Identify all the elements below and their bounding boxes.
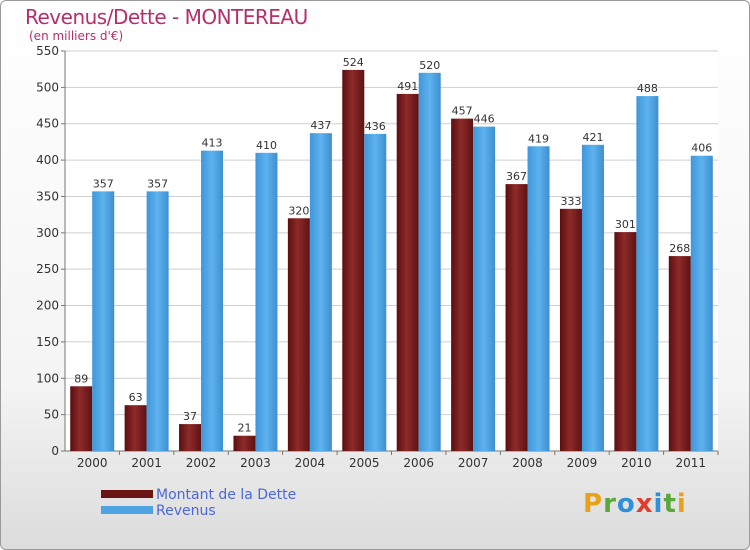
bar-revenue-2010 xyxy=(636,96,659,451)
data-label-revenue-2005: 436 xyxy=(365,120,386,133)
data-label-debt-2011: 268 xyxy=(669,242,690,255)
legend-label-debt: Montant de la Dette xyxy=(156,487,297,503)
legend-swatch-debt xyxy=(101,490,153,498)
x-tick-label: 2009 xyxy=(567,456,598,470)
bar-debt-2003 xyxy=(233,435,256,451)
logo-letter: x xyxy=(635,489,654,519)
data-label-revenue-2006: 520 xyxy=(419,59,440,72)
plot-area xyxy=(65,51,718,451)
legend-label-revenue: Revenus xyxy=(156,503,216,519)
bar-revenue-2005 xyxy=(364,133,387,451)
x-tick-label: 2007 xyxy=(458,456,489,470)
bar-debt-2008 xyxy=(505,184,528,451)
x-tick-label: 2005 xyxy=(349,456,380,470)
data-label-revenue-2011: 406 xyxy=(691,142,712,155)
data-label-debt-2006: 491 xyxy=(397,80,418,93)
y-tick-label: 100 xyxy=(36,371,59,385)
bar-revenue-2011 xyxy=(690,155,713,451)
y-tick-label: 200 xyxy=(36,299,59,313)
bar-debt-2005 xyxy=(342,69,365,451)
bar-revenue-2003 xyxy=(255,152,278,451)
bar-revenue-2002 xyxy=(201,150,224,452)
y-tick-label: 400 xyxy=(36,153,59,167)
logo-letter: i xyxy=(676,489,687,519)
data-label-revenue-2003: 410 xyxy=(256,139,277,152)
x-tick-label: 2000 xyxy=(77,456,108,470)
y-tick-label: 0 xyxy=(51,444,59,458)
x-tick-label: 2008 xyxy=(512,456,543,470)
data-label-debt-2010: 301 xyxy=(615,218,636,231)
bar-debt-2006 xyxy=(396,93,419,451)
y-tick-label: 250 xyxy=(36,262,59,276)
x-tick-label: 2006 xyxy=(403,456,434,470)
bar-revenue-2006 xyxy=(418,72,441,452)
x-tick-label: 2004 xyxy=(295,456,326,470)
y-tick-label: 450 xyxy=(36,117,59,131)
data-label-revenue-2002: 413 xyxy=(202,137,223,150)
data-label-debt-2005: 524 xyxy=(343,56,364,69)
bar-debt-2009 xyxy=(559,208,582,451)
data-label-revenue-2000: 357 xyxy=(93,177,114,190)
data-label-debt-2000: 89 xyxy=(74,372,88,385)
data-label-debt-2002: 37 xyxy=(183,410,197,423)
x-tick-label: 2010 xyxy=(621,456,652,470)
data-label-debt-2004: 320 xyxy=(288,204,309,217)
bar-debt-2002 xyxy=(179,424,202,451)
y-tick-label: 150 xyxy=(36,335,59,349)
x-tick-label: 2001 xyxy=(131,456,162,470)
bar-revenue-2000 xyxy=(92,191,115,451)
y-tick-label: 550 xyxy=(36,44,59,58)
data-label-debt-2007: 457 xyxy=(452,105,473,118)
data-label-debt-2008: 367 xyxy=(506,170,527,183)
bar-debt-2004 xyxy=(287,218,310,451)
y-tick-label: 300 xyxy=(36,226,59,240)
bar-debt-2010 xyxy=(614,232,637,451)
data-label-debt-2001: 63 xyxy=(129,391,143,404)
data-label-revenue-2009: 421 xyxy=(582,131,603,144)
legend-swatch-revenue xyxy=(101,506,153,514)
logo-letter: P xyxy=(583,489,604,519)
logo-letter: o xyxy=(616,489,636,519)
x-tick-label: 2002 xyxy=(186,456,217,470)
y-tick-label: 50 xyxy=(44,408,59,422)
bar-debt-2001 xyxy=(124,405,147,451)
data-label-revenue-2004: 437 xyxy=(310,119,331,132)
chart-title: Revenus/Dette - MONTEREAU xyxy=(25,5,308,29)
data-label-revenue-2008: 419 xyxy=(528,132,549,145)
data-label-revenue-2010: 488 xyxy=(637,82,658,95)
y-tick-label: 350 xyxy=(36,189,59,203)
logo-letter: t xyxy=(663,489,677,519)
chart-subtitle: (en milliers d'€) xyxy=(29,29,124,43)
proxiti-logo: Proxiti xyxy=(583,489,687,519)
y-tick-label: 500 xyxy=(36,80,59,94)
bar-revenue-2001 xyxy=(146,191,169,451)
bar-revenue-2009 xyxy=(581,144,604,451)
logo-letter: r xyxy=(603,489,617,519)
bar-revenue-2008 xyxy=(527,146,550,452)
bar-debt-2000 xyxy=(70,386,93,451)
bar-debt-2007 xyxy=(451,118,474,452)
bar-revenue-2004 xyxy=(309,133,332,451)
data-label-revenue-2001: 357 xyxy=(147,177,168,190)
data-label-debt-2003: 21 xyxy=(237,422,251,435)
data-label-revenue-2007: 446 xyxy=(474,113,495,126)
bar-debt-2011 xyxy=(668,256,691,451)
x-tick-label: 2003 xyxy=(240,456,271,470)
x-tick-label: 2011 xyxy=(676,456,707,470)
data-label-debt-2009: 333 xyxy=(560,195,581,208)
bar-revenue-2007 xyxy=(473,126,496,452)
logo-letter: i xyxy=(653,489,664,519)
